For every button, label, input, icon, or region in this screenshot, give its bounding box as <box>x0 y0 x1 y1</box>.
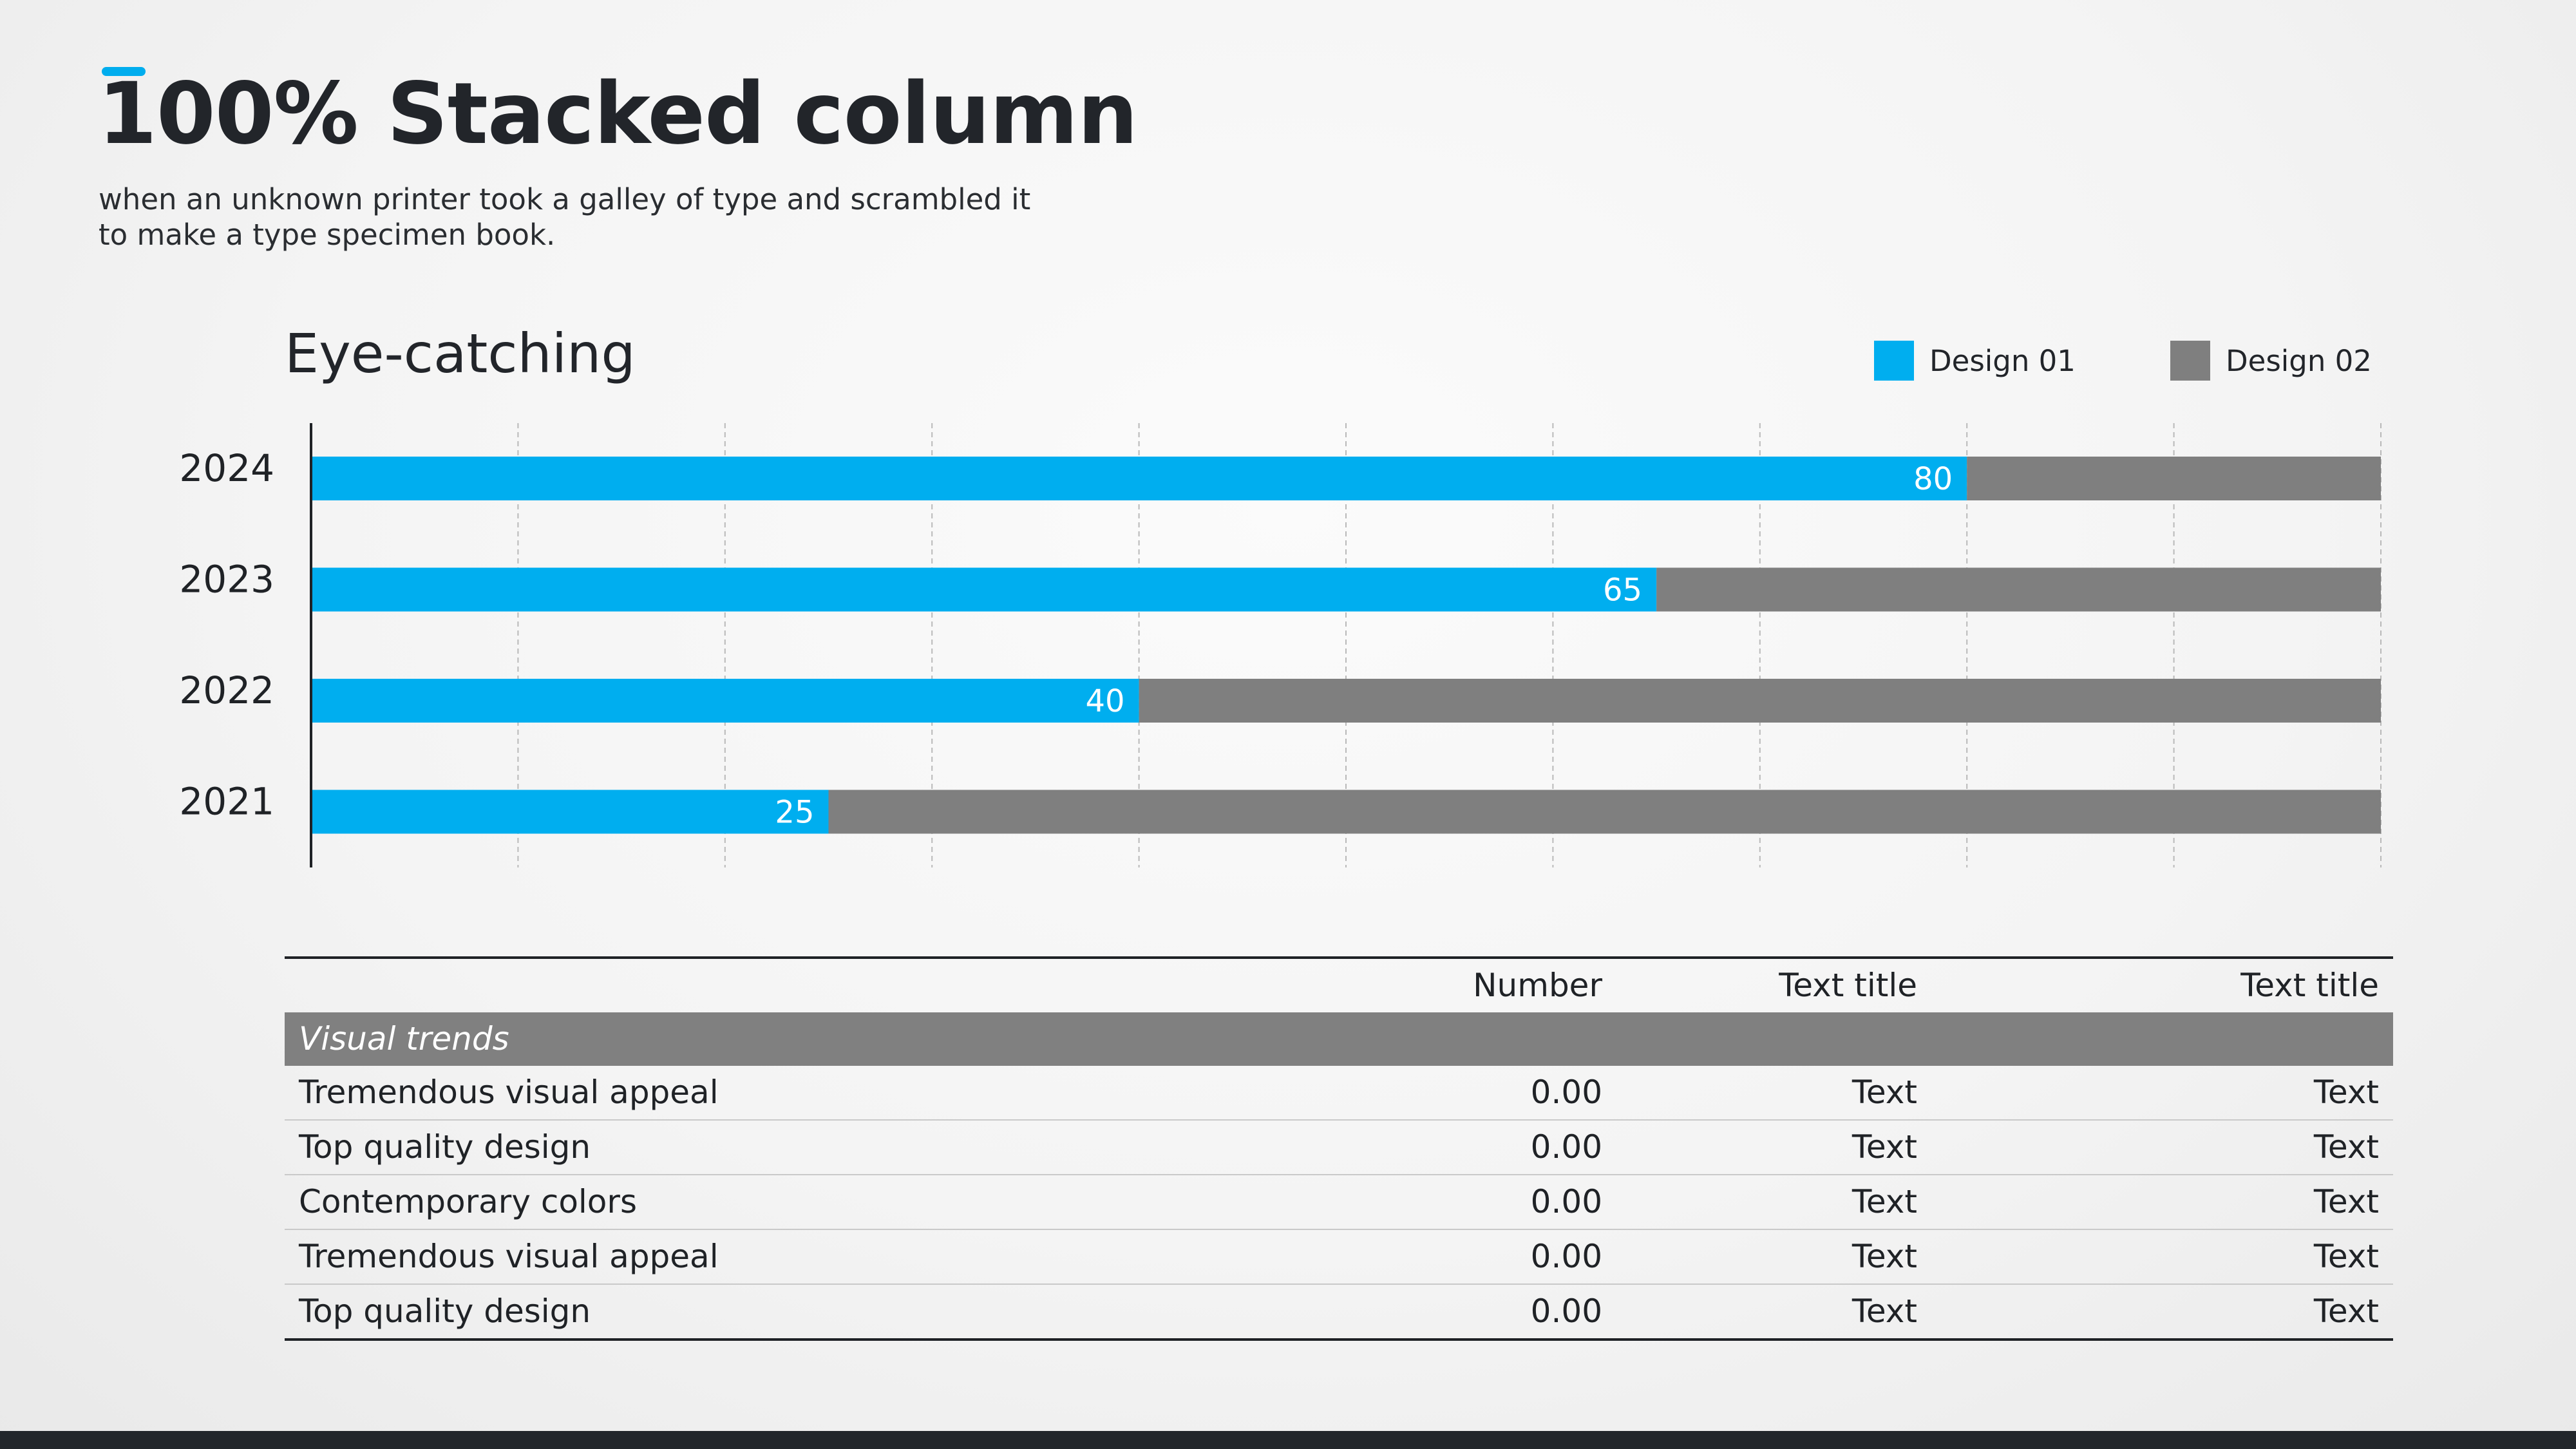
table-header-cell: Text title <box>1779 967 1917 1004</box>
legend-swatch-design-02 <box>2170 341 2210 381</box>
table-cell: 0.00 <box>1530 1074 1602 1111</box>
bar-design-02 <box>828 790 2381 834</box>
table-cell: Tremendous visual appeal <box>299 1238 719 1275</box>
table-section-label: Visual trends <box>299 1020 509 1057</box>
data-label: 65 <box>1603 573 1642 609</box>
table-cell: 0.00 <box>1530 1183 1602 1220</box>
footer-bar <box>0 1431 2576 1449</box>
stacked-bar-chart: 80 2024 65 2023 40 2022 25 2021 <box>179 423 2382 867</box>
legend-item-design-02: Design 02 <box>2170 338 2372 383</box>
bar-design-01 <box>311 679 1139 723</box>
chart-title: Eye-catching <box>285 322 636 385</box>
bar-design-02 <box>1656 567 2381 612</box>
legend-item-design-01: Design 01 <box>1874 338 2076 383</box>
table-cell: Text <box>1852 1183 1917 1220</box>
y-tick-label: 2021 <box>179 780 274 824</box>
table-cell: Text <box>1852 1238 1917 1275</box>
y-tick-label: 2022 <box>179 668 274 712</box>
table-row: Top quality design 0.00 Text Text <box>285 1121 2393 1175</box>
table-header-cell: Number <box>1473 967 1602 1004</box>
legend-label-design-01: Design 01 <box>1929 343 2076 378</box>
bar-design-01 <box>311 790 829 834</box>
table-cell: Text <box>1852 1074 1917 1111</box>
table-cell: 0.00 <box>1530 1128 1602 1166</box>
y-tick-label: 2023 <box>179 558 274 601</box>
table-row: Contemporary colors 0.00 Text Text <box>285 1175 2393 1230</box>
table-cell: Text <box>2313 1128 2379 1166</box>
table-cell: Text <box>2313 1183 2379 1220</box>
table-section-row: Visual trends <box>285 1012 2393 1066</box>
table-cell: 0.00 <box>1530 1293 1602 1330</box>
page-title: 100% Stacked column <box>98 64 1138 164</box>
table-cell: Text <box>2313 1293 2379 1330</box>
table-cell: Text <box>1852 1128 1917 1166</box>
table-row: Tremendous visual appeal 0.00 Text Text <box>285 1066 2393 1121</box>
legend-label-design-02: Design 02 <box>2226 343 2372 378</box>
table-header-row: Number Text title Text title <box>285 956 2393 1012</box>
table-cell: 0.00 <box>1530 1238 1602 1275</box>
table-header-cell: Text title <box>2240 967 2379 1004</box>
table-cell: Text <box>2313 1238 2379 1275</box>
legend-swatch-design-01 <box>1874 341 1914 381</box>
data-label: 40 <box>1086 683 1125 719</box>
bar-design-01 <box>311 567 1657 612</box>
table-cell: Contemporary colors <box>299 1183 637 1220</box>
table-cell: Text <box>1852 1293 1917 1330</box>
y-tick-label: 2024 <box>179 446 274 490</box>
data-label: 25 <box>775 795 814 831</box>
table-cell: Top quality design <box>299 1128 591 1166</box>
title-accent-bar <box>102 67 146 76</box>
bar-design-01 <box>311 457 1967 500</box>
bar-design-02 <box>1967 457 2381 500</box>
table-cell: Tremendous visual appeal <box>299 1074 719 1111</box>
chart-legend: Design 01 Design 02 <box>1874 338 2518 383</box>
table-row: Top quality design 0.00 Text Text <box>285 1285 2393 1341</box>
page-subtitle: when an unknown printer took a galley of… <box>99 182 1031 252</box>
table-cell: Top quality design <box>299 1293 591 1330</box>
data-table: Number Text title Text title Visual tren… <box>285 956 2393 1341</box>
table-cell: Text <box>2313 1074 2379 1111</box>
bar-design-02 <box>1139 679 2381 723</box>
data-label: 80 <box>1913 461 1953 497</box>
table-row: Tremendous visual appeal 0.00 Text Text <box>285 1230 2393 1285</box>
